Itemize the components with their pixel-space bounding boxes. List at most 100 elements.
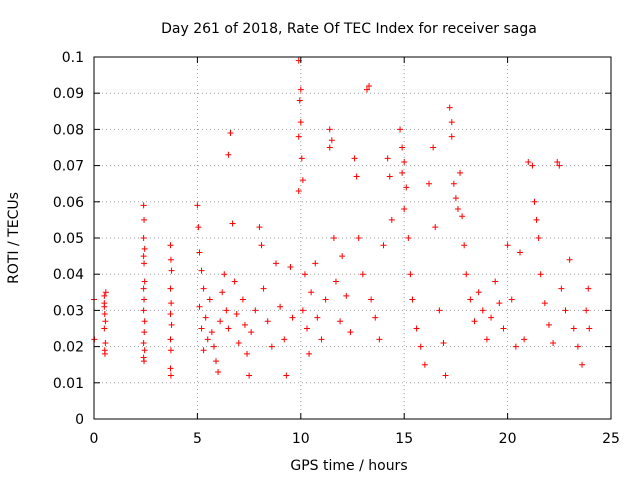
data-point bbox=[198, 325, 205, 332]
data-point bbox=[210, 343, 217, 350]
data-point bbox=[579, 361, 586, 368]
data-point bbox=[454, 206, 461, 213]
x-tick-label: 25 bbox=[602, 431, 620, 447]
data-point bbox=[388, 216, 395, 223]
y-tick-label: 0.07 bbox=[53, 159, 84, 175]
data-point bbox=[102, 289, 109, 296]
data-point bbox=[141, 329, 148, 336]
data-point bbox=[272, 260, 279, 267]
data-point bbox=[574, 343, 581, 350]
data-point bbox=[442, 372, 449, 379]
data-point bbox=[101, 292, 108, 299]
data-point bbox=[256, 224, 263, 231]
data-point bbox=[421, 361, 428, 368]
data-point bbox=[384, 155, 391, 162]
data-point bbox=[244, 350, 251, 357]
data-point bbox=[206, 296, 213, 303]
data-point bbox=[202, 314, 209, 321]
data-point bbox=[409, 296, 416, 303]
x-tick-label: 5 bbox=[193, 431, 202, 447]
data-point bbox=[461, 242, 468, 249]
data-point bbox=[195, 224, 202, 231]
data-point bbox=[550, 339, 557, 346]
data-point bbox=[289, 314, 296, 321]
data-point bbox=[537, 271, 544, 278]
data-point bbox=[407, 271, 414, 278]
data-point bbox=[219, 289, 226, 296]
data-point bbox=[399, 144, 406, 151]
axis-ticks: 0 5 10 15 20 25 0 0.01 0.02 0.03 0.04 0.05 0.06 0.07 0… bbox=[53, 50, 620, 447]
y-tick-label: 0.04 bbox=[53, 267, 84, 283]
data-point bbox=[488, 314, 495, 321]
data-point bbox=[268, 343, 275, 350]
data-point bbox=[343, 292, 350, 299]
data-point bbox=[452, 195, 459, 202]
data-point bbox=[140, 339, 147, 346]
y-tick-label: 0.03 bbox=[53, 303, 84, 319]
data-point bbox=[318, 336, 325, 343]
data-point bbox=[554, 158, 561, 165]
y-tick-label: 0.1 bbox=[62, 50, 84, 66]
data-point bbox=[140, 307, 147, 314]
data-point bbox=[295, 133, 302, 140]
data-point bbox=[141, 347, 148, 354]
data-point bbox=[140, 285, 147, 292]
data-point bbox=[430, 144, 437, 151]
data-point bbox=[585, 285, 592, 292]
data-point bbox=[535, 235, 542, 241]
data-point bbox=[281, 336, 288, 343]
data-point bbox=[140, 235, 147, 241]
data-point bbox=[215, 368, 222, 375]
data-point bbox=[141, 296, 148, 303]
x-tick-label: 15 bbox=[395, 431, 413, 447]
data-point bbox=[196, 249, 203, 256]
data-point bbox=[351, 155, 358, 162]
data-point bbox=[376, 336, 383, 343]
data-point bbox=[102, 339, 109, 346]
data-point bbox=[322, 296, 329, 303]
y-tick-label: 0.02 bbox=[53, 340, 84, 356]
data-point bbox=[363, 86, 370, 93]
x-axis-label: GPS time / hours bbox=[290, 458, 407, 474]
x-tick-label: 20 bbox=[499, 431, 517, 447]
data-point bbox=[304, 325, 311, 332]
data-point bbox=[583, 307, 590, 314]
data-point bbox=[467, 296, 474, 303]
data-point bbox=[332, 278, 339, 285]
data-point bbox=[301, 271, 308, 278]
data-point bbox=[223, 307, 230, 314]
data-point bbox=[217, 318, 224, 325]
data-point bbox=[225, 151, 232, 158]
data-point bbox=[386, 173, 393, 180]
data-point bbox=[167, 372, 174, 379]
data-point bbox=[102, 318, 109, 325]
data-point bbox=[570, 325, 577, 332]
data-points bbox=[91, 57, 593, 379]
y-tick-label: 0.09 bbox=[53, 86, 84, 102]
data-point bbox=[326, 144, 333, 151]
data-point bbox=[517, 249, 524, 256]
data-point bbox=[233, 311, 240, 318]
data-point bbox=[167, 347, 174, 354]
data-point bbox=[459, 213, 466, 220]
grid bbox=[94, 57, 611, 419]
data-point bbox=[508, 296, 515, 303]
data-point bbox=[246, 372, 253, 379]
data-point bbox=[556, 162, 563, 169]
data-point bbox=[525, 158, 532, 165]
data-point bbox=[297, 119, 304, 126]
data-point bbox=[101, 325, 108, 332]
data-point bbox=[198, 267, 205, 274]
data-point bbox=[541, 300, 548, 307]
data-point bbox=[168, 267, 175, 274]
data-point bbox=[330, 235, 337, 241]
chart-title: Day 261 of 2018, Rate Of TEC Index for r… bbox=[161, 21, 537, 37]
data-point bbox=[225, 325, 232, 332]
data-point bbox=[277, 303, 284, 310]
data-point bbox=[168, 321, 175, 328]
y-tick-label: 0.06 bbox=[53, 195, 84, 211]
y-tick-label: 0.01 bbox=[53, 376, 84, 392]
y-tick-label: 0.08 bbox=[53, 122, 84, 138]
data-point bbox=[426, 180, 433, 187]
data-point bbox=[283, 372, 290, 379]
